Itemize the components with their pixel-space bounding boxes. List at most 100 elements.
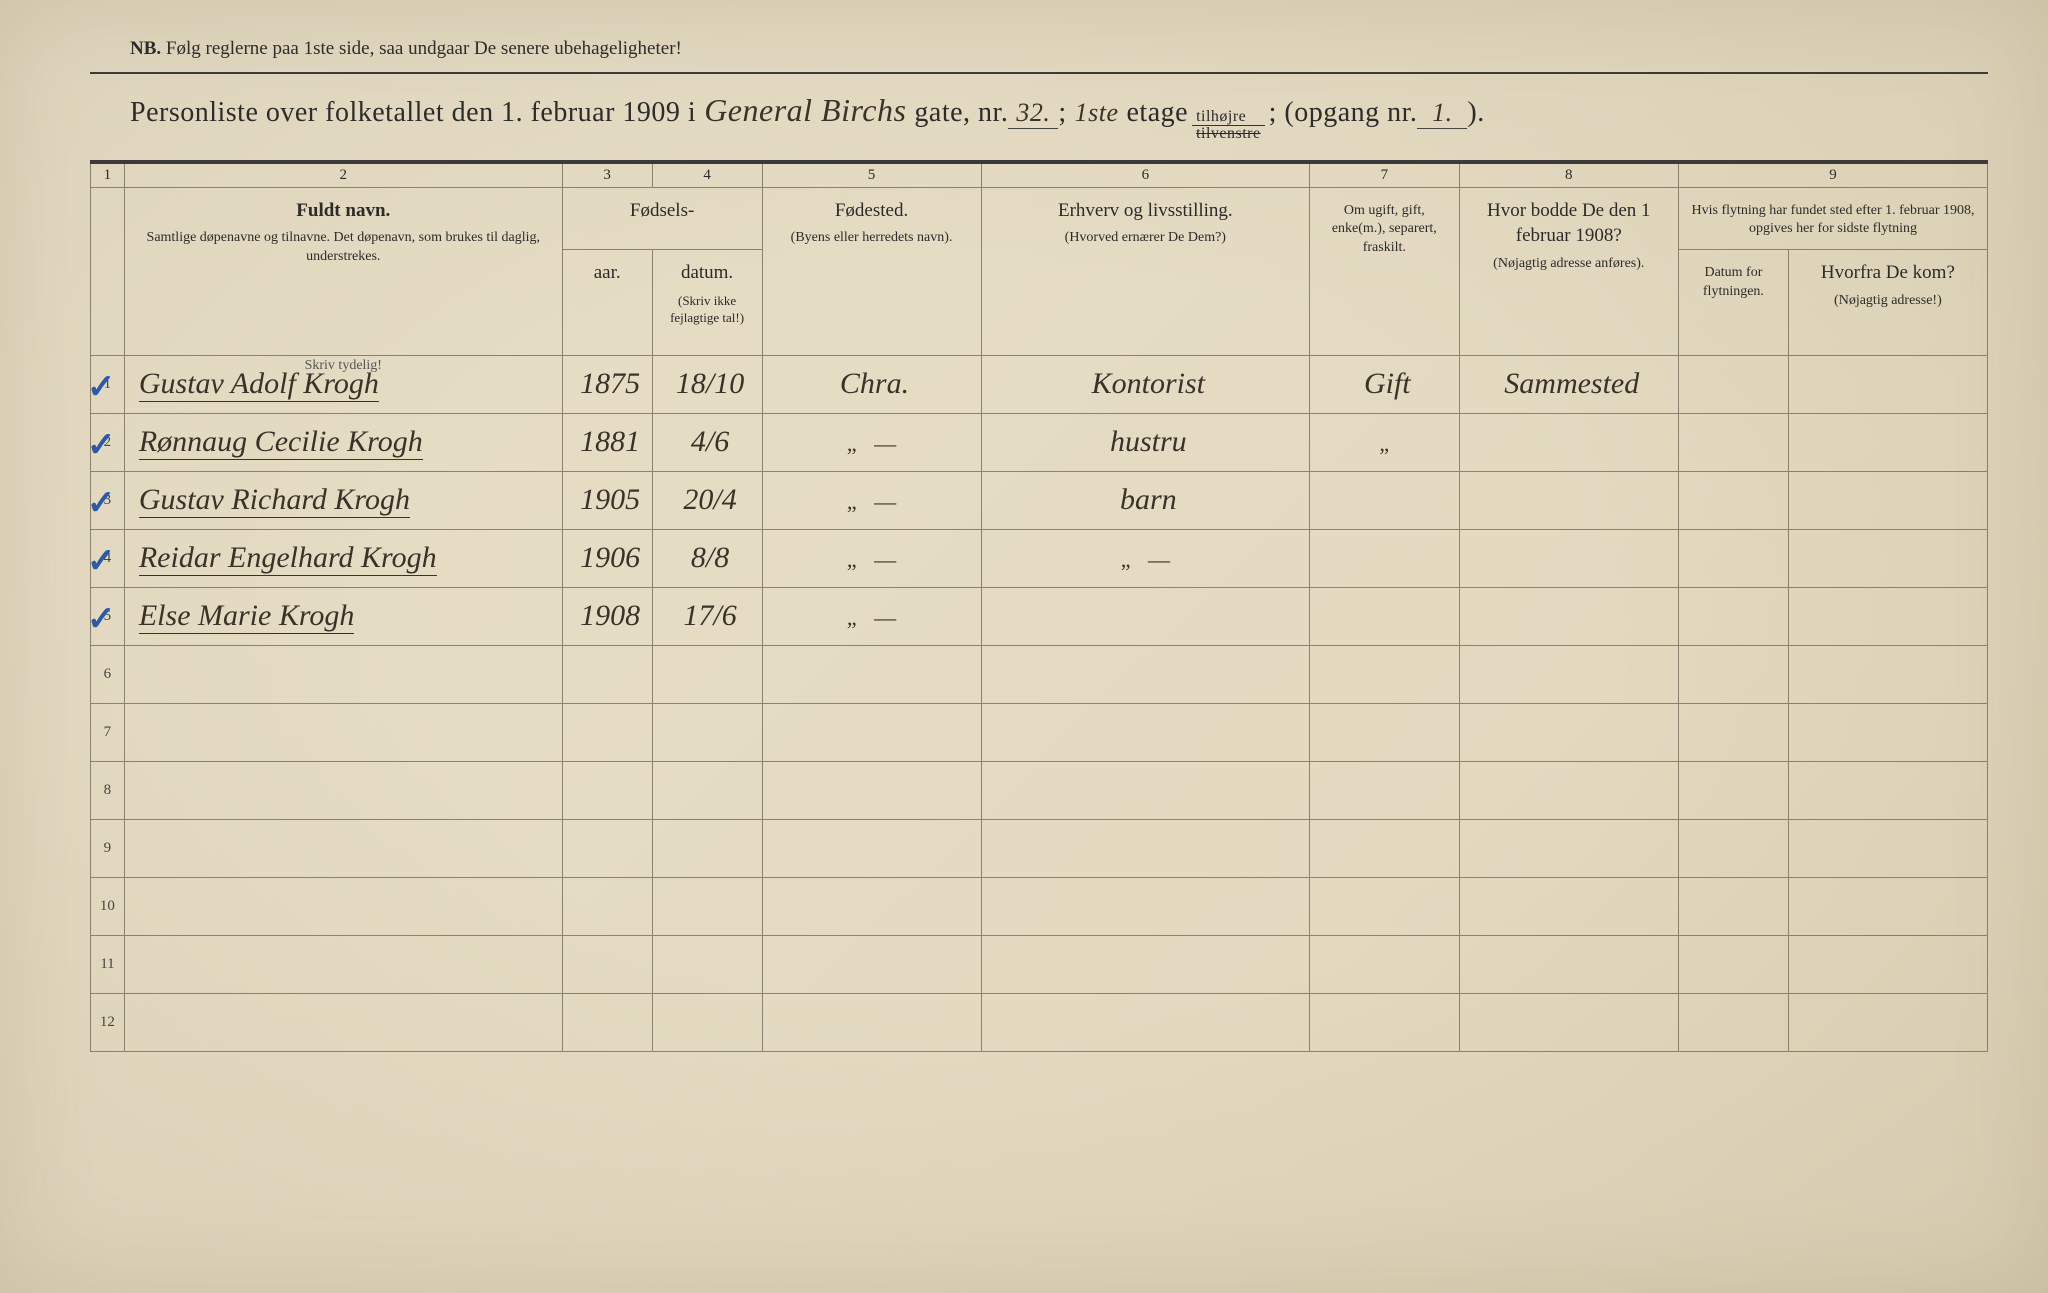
- cell-year: [562, 877, 652, 935]
- colnum-4: 4: [652, 163, 762, 187]
- cell-date: 20/4: [652, 471, 762, 529]
- row-number: 10: [91, 877, 125, 935]
- cell-occupation: [981, 703, 1310, 761]
- colnum-2: 2: [124, 163, 562, 187]
- hdr-rownum: [91, 187, 125, 355]
- cell-addr1908: [1459, 877, 1679, 935]
- row-number: 7: [91, 703, 125, 761]
- cell-moved-date: [1679, 645, 1789, 703]
- colnum-9: 9: [1679, 163, 1988, 187]
- table-row: 11: [91, 935, 1988, 993]
- cell-moved-from: [1788, 413, 1987, 471]
- hdr-addr1908: Hvor bodde De den 1 februar 1908? (Nøjag…: [1459, 187, 1679, 355]
- table-row: 3✓Gustav Richard Krogh190520/4„ —barn: [91, 471, 1988, 529]
- nb-text: Følg reglerne paa 1ste side, saa undgaar…: [166, 38, 682, 59]
- cell-birthplace: [762, 703, 981, 761]
- cell-date: 18/10: [652, 355, 762, 413]
- cell-moved-date: [1679, 877, 1789, 935]
- cell-date: 4/6: [652, 413, 762, 471]
- cell-status: [1310, 935, 1459, 993]
- cell-year: 1881: [562, 413, 652, 471]
- cell-addr1908: [1459, 993, 1679, 1051]
- colnum-6: 6: [981, 163, 1310, 187]
- table-row: 5✓Else Marie Krogh190817/6„ —: [91, 587, 1988, 645]
- cell-addr1908: [1459, 761, 1679, 819]
- colnum-8: 8: [1459, 163, 1679, 187]
- cell-occupation: „ —: [981, 529, 1310, 587]
- cell-name: ✓Rønnaug Cecilie Krogh: [124, 413, 562, 471]
- name-text: Reidar Engelhard Krogh: [139, 541, 437, 576]
- cell-name: [124, 877, 562, 935]
- hdr-year: aar. (Skriv ikke fejlagtige tal!): [562, 250, 652, 355]
- table-body: 1✓Gustav Adolf Krogh187518/10Chra.Kontor…: [91, 355, 1988, 1051]
- cell-addr1908: [1459, 529, 1679, 587]
- row-number: 6: [91, 645, 125, 703]
- cell-status: [1310, 819, 1459, 877]
- table-row: 7: [91, 703, 1988, 761]
- hdr-status: Om ugift, gift, enke(m.), separert, fras…: [1310, 187, 1459, 355]
- hdr-date: datum. (Skriv ikke fejlagtige tal!): [652, 250, 762, 355]
- cell-moved-from: [1788, 645, 1987, 703]
- cell-occupation: [981, 587, 1310, 645]
- cell-year: 1906: [562, 529, 652, 587]
- cell-status: [1310, 587, 1459, 645]
- cell-date: [652, 819, 762, 877]
- cell-date: [652, 993, 762, 1051]
- name-text: Gustav Adolf Krogh: [139, 367, 379, 402]
- cell-occupation: [981, 819, 1310, 877]
- hdr-move-group: Hvis flytning har fundet sted efter 1. f…: [1679, 187, 1988, 250]
- nb-prefix: NB.: [130, 38, 161, 59]
- cell-moved-from: [1788, 529, 1987, 587]
- column-number-row: 1 2 3 4 5 6 7 8 9: [91, 163, 1988, 187]
- cell-addr1908: [1459, 645, 1679, 703]
- cell-moved-from: [1788, 471, 1987, 529]
- cell-date: [652, 703, 762, 761]
- cell-year: 1875: [562, 355, 652, 413]
- cell-birthplace: [762, 993, 981, 1051]
- row-number: 8: [91, 761, 125, 819]
- street-name-handwritten: General Birchs: [696, 92, 914, 129]
- cell-occupation: [981, 877, 1310, 935]
- cell-moved-date: [1679, 993, 1789, 1051]
- table-row: 6: [91, 645, 1988, 703]
- checkmark-icon: ✓: [87, 599, 116, 639]
- floor-handwritten: 1ste: [1067, 98, 1127, 128]
- cell-moved-date: [1679, 819, 1789, 877]
- title-lead: Personliste over folketallet den 1. febr…: [130, 97, 696, 129]
- cell-occupation: [981, 645, 1310, 703]
- cell-date: [652, 761, 762, 819]
- cell-occupation: [981, 993, 1310, 1051]
- cell-name: [124, 703, 562, 761]
- cell-birthplace: „ —: [762, 587, 981, 645]
- cell-date: 17/6: [652, 587, 762, 645]
- table-row: 1✓Gustav Adolf Krogh187518/10Chra.Kontor…: [91, 355, 1988, 413]
- cell-year: [562, 819, 652, 877]
- cell-moved-from: [1788, 587, 1987, 645]
- cell-addr1908: [1459, 471, 1679, 529]
- gate-label: gate, nr.: [914, 97, 1008, 129]
- sep1: ;: [1058, 97, 1066, 129]
- cell-name: ✓Reidar Engelhard Krogh: [124, 529, 562, 587]
- cell-addr1908: [1459, 819, 1679, 877]
- row-number: 11: [91, 935, 125, 993]
- cell-birthplace: [762, 819, 981, 877]
- table-row: 9: [91, 819, 1988, 877]
- cell-occupation: barn: [981, 471, 1310, 529]
- cell-status: [1310, 645, 1459, 703]
- cell-birthplace: „ —: [762, 529, 981, 587]
- cell-name: [124, 935, 562, 993]
- cell-status: [1310, 877, 1459, 935]
- cell-occupation: [981, 761, 1310, 819]
- hdr-birthplace: Fødested. (Byens eller herredets navn).: [762, 187, 981, 355]
- cell-status: [1310, 993, 1459, 1051]
- cell-moved-date: [1679, 761, 1789, 819]
- checkmark-icon: ✓: [87, 425, 116, 465]
- census-table: 1 2 3 4 5 6 7 8 9 Fuldt navn. Samtlige d…: [90, 162, 1988, 1052]
- cell-addr1908: [1459, 413, 1679, 471]
- hdr-move-from: Hvorfra De kom? (Nøjagtig adresse!): [1788, 250, 1987, 355]
- checkmark-icon: ✓: [87, 541, 116, 581]
- cell-moved-from: [1788, 703, 1987, 761]
- table-head: 1 2 3 4 5 6 7 8 9 Fuldt navn. Samtlige d…: [91, 163, 1988, 355]
- cell-moved-from: [1788, 355, 1987, 413]
- name-text: Rønnaug Cecilie Krogh: [139, 425, 423, 460]
